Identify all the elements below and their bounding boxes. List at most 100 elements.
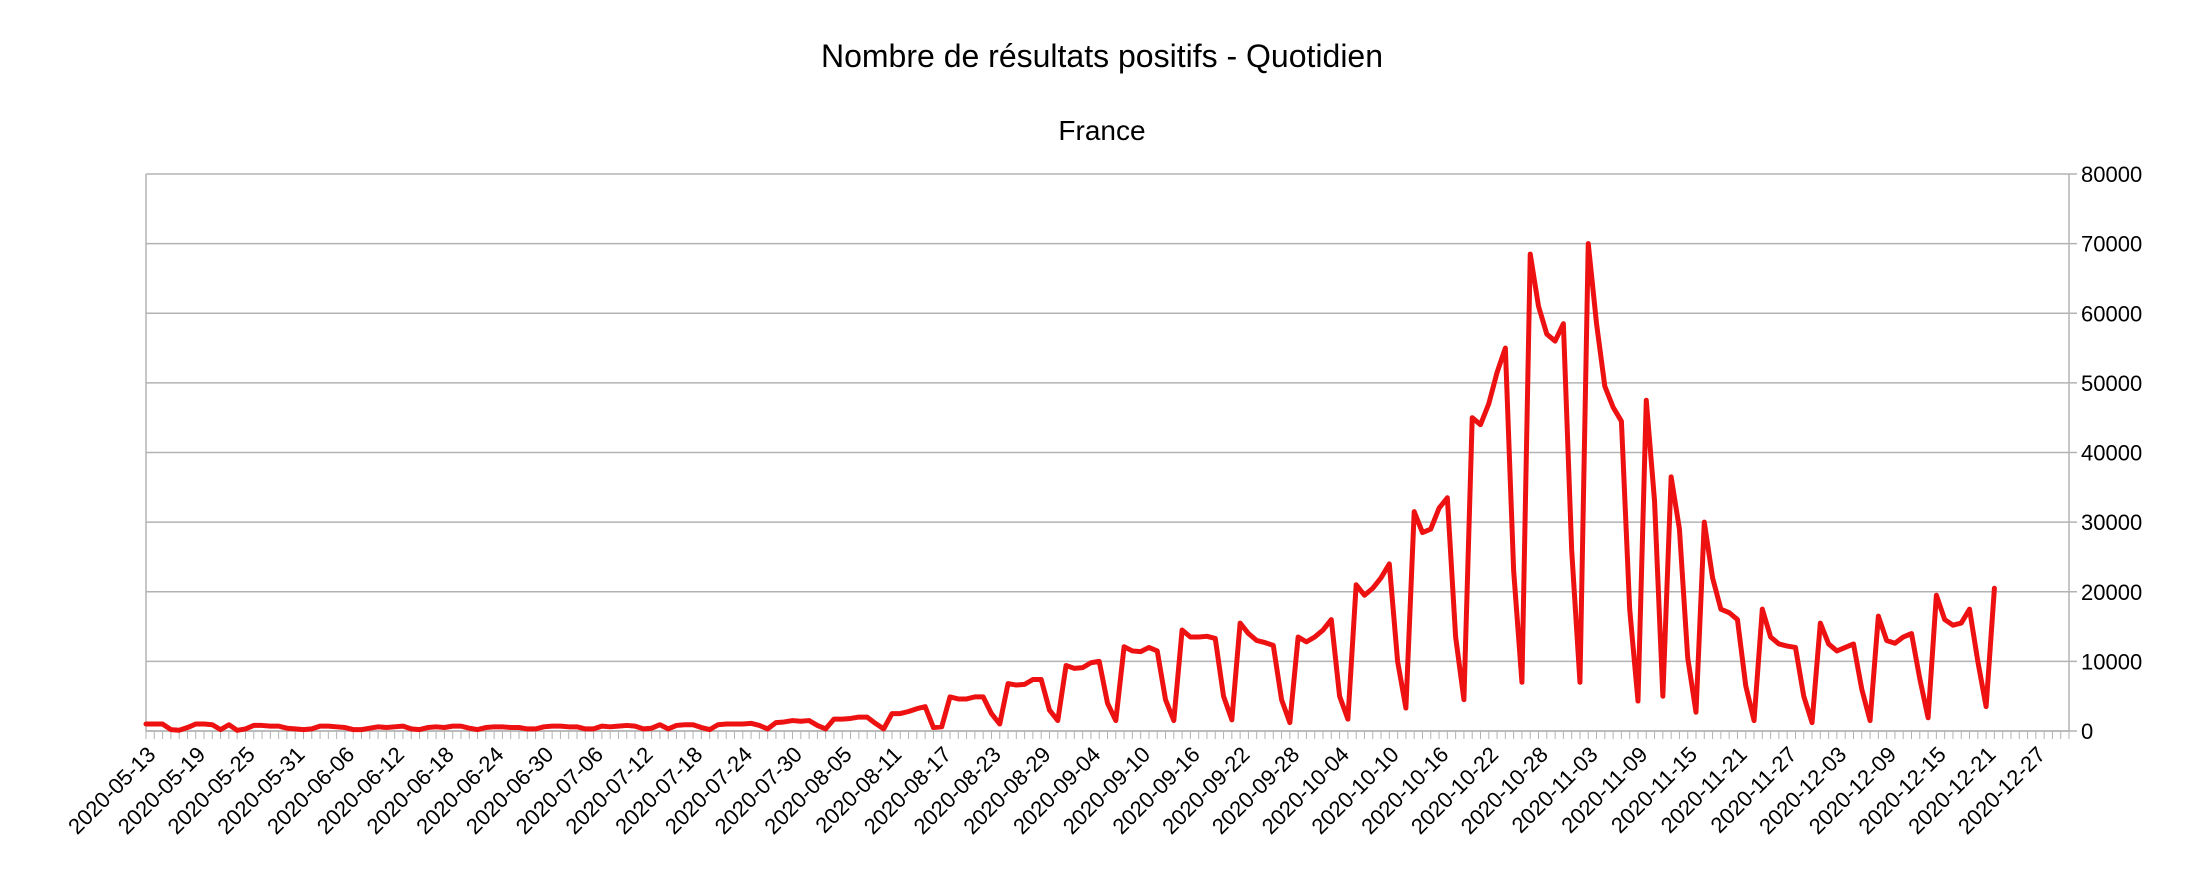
- data-point: [1354, 582, 1359, 587]
- data-point: [500, 724, 505, 729]
- data-point: [1826, 641, 1831, 646]
- data-point: [923, 704, 928, 709]
- data-point: [1511, 568, 1516, 573]
- y-tick-label: 80000: [2081, 162, 2142, 187]
- data-point: [1254, 638, 1259, 643]
- data-point: [624, 723, 629, 728]
- data-point: [740, 722, 745, 727]
- data-point: [608, 724, 613, 729]
- data-point: [948, 694, 953, 699]
- data-point: [757, 723, 762, 728]
- data-point: [1321, 628, 1326, 633]
- data-point: [1752, 718, 1757, 723]
- data-point: [1660, 694, 1665, 699]
- data-point: [1030, 677, 1035, 682]
- data-point: [715, 722, 720, 727]
- y-tick-label: 0: [2081, 719, 2093, 744]
- data-point: [1801, 694, 1806, 699]
- gridlines: [146, 173, 2069, 732]
- data-point: [906, 709, 911, 714]
- y-tick-label: 70000: [2081, 232, 2142, 257]
- data-point: [1064, 663, 1069, 668]
- data-point: [1312, 635, 1317, 640]
- data-point: [782, 719, 787, 724]
- data-point: [807, 718, 812, 723]
- data-point: [1785, 644, 1790, 649]
- data-point: [1387, 561, 1392, 566]
- data-point: [1221, 694, 1226, 699]
- data-point: [1403, 706, 1408, 711]
- data-point: [1884, 638, 1889, 643]
- data-point: [997, 722, 1002, 727]
- chart-subtitle: France: [1058, 115, 1145, 146]
- data-point: [276, 724, 281, 729]
- data-point: [218, 727, 223, 732]
- data-point: [367, 726, 372, 731]
- data-point: [1461, 697, 1466, 702]
- data-point: [177, 728, 182, 733]
- data-point: [956, 696, 961, 701]
- data-point: [831, 717, 836, 722]
- data-point: [1146, 645, 1151, 650]
- data-point: [1495, 370, 1500, 375]
- data-point: [616, 724, 621, 729]
- data-point: [1926, 715, 1931, 720]
- data-point: [1553, 339, 1558, 344]
- data-point: [558, 724, 563, 729]
- data-point: [1014, 683, 1019, 688]
- data-point: [400, 724, 405, 729]
- data-point: [243, 726, 248, 731]
- data-point: [1262, 640, 1267, 645]
- data-point: [226, 722, 231, 727]
- data-point: [1229, 717, 1234, 722]
- data-point: [1370, 586, 1375, 591]
- data-point: [268, 724, 273, 729]
- data-point: [666, 726, 671, 731]
- data-point: [1984, 704, 1989, 709]
- data-point: [1577, 680, 1582, 685]
- data-point: [193, 722, 198, 727]
- data-point: [691, 722, 696, 727]
- data-point: [1437, 506, 1442, 511]
- data-point: [1420, 530, 1425, 535]
- data-point: [1735, 617, 1740, 622]
- data-point: [384, 725, 389, 730]
- data-point: [1901, 635, 1906, 640]
- data-point: [434, 724, 439, 729]
- data-point: [1909, 631, 1914, 636]
- data-point: [566, 724, 571, 729]
- data-point: [1304, 639, 1309, 644]
- data-point: [1694, 710, 1699, 715]
- data-point: [856, 715, 861, 720]
- data-point: [1975, 659, 1980, 664]
- data-point: [160, 722, 165, 727]
- data-point: [575, 724, 580, 729]
- data-point: [674, 723, 679, 728]
- data-point: [840, 717, 845, 722]
- data-point: [1039, 677, 1044, 682]
- data-point: [1685, 655, 1690, 660]
- data-point: [641, 726, 646, 731]
- data-point: [1635, 699, 1640, 704]
- data-point: [1569, 547, 1574, 552]
- y-tick-label: 40000: [2081, 441, 2142, 466]
- data-point: [550, 724, 555, 729]
- data-point: [1279, 697, 1284, 702]
- data-point: [1519, 680, 1524, 685]
- data-point: [185, 725, 190, 730]
- data-point: [144, 722, 149, 727]
- data-point: [889, 711, 894, 716]
- data-point: [1180, 628, 1185, 633]
- data-point: [583, 726, 588, 731]
- data-point: [1188, 635, 1193, 640]
- data-point: [790, 718, 795, 723]
- data-point: [1163, 697, 1168, 702]
- series-layer: [143, 241, 1997, 733]
- data-point: [1362, 593, 1367, 598]
- data-point: [1470, 415, 1475, 420]
- data-point: [492, 724, 497, 729]
- data-point: [508, 725, 513, 730]
- data-point: [260, 723, 265, 728]
- data-point: [1528, 252, 1533, 257]
- series-line: [143, 241, 1997, 733]
